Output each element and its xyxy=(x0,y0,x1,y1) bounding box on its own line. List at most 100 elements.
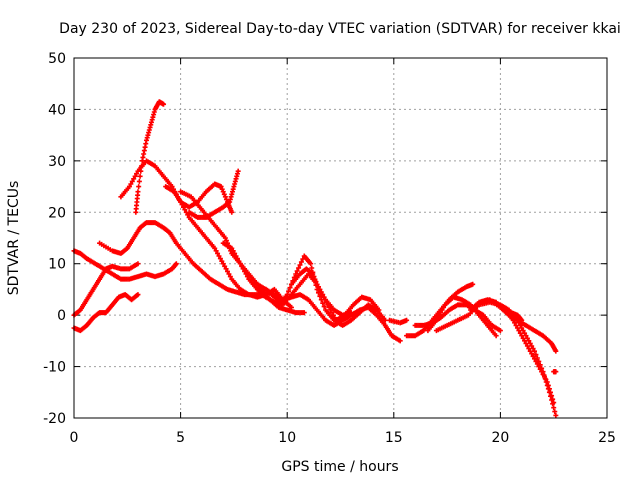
y-tick-label: 30 xyxy=(48,154,66,170)
data-point xyxy=(530,346,536,352)
data-point xyxy=(218,184,224,190)
data-point xyxy=(533,358,539,364)
data-point xyxy=(313,279,319,285)
series-track-5 xyxy=(118,158,294,310)
data-point xyxy=(220,189,226,195)
data-point xyxy=(217,256,223,262)
data-point xyxy=(433,317,439,323)
data-point xyxy=(129,178,135,184)
data-point xyxy=(548,389,554,395)
data-series xyxy=(71,99,559,418)
data-point xyxy=(229,209,235,215)
data-point xyxy=(514,325,520,331)
data-point xyxy=(314,281,320,287)
data-point xyxy=(536,364,542,370)
data-point xyxy=(522,330,528,336)
data-point xyxy=(221,191,227,197)
data-point xyxy=(435,315,441,321)
data-point xyxy=(546,386,552,392)
data-point xyxy=(222,235,228,241)
data-point xyxy=(522,338,528,344)
y-tick-label: -10 xyxy=(43,360,66,376)
data-point xyxy=(534,361,540,367)
series-track-21 xyxy=(497,304,525,323)
data-point xyxy=(222,263,228,269)
data-point xyxy=(544,379,550,385)
data-point xyxy=(519,325,525,331)
data-point xyxy=(549,393,555,399)
data-point xyxy=(301,310,307,316)
data-point xyxy=(320,300,326,306)
data-point xyxy=(516,328,522,334)
data-point xyxy=(553,412,559,418)
series-track-22 xyxy=(551,369,559,375)
data-point xyxy=(328,307,334,313)
data-point xyxy=(376,307,382,313)
data-point xyxy=(543,376,549,382)
data-point xyxy=(173,261,179,267)
x-tick-label: 20 xyxy=(491,430,509,446)
data-point xyxy=(215,250,221,256)
data-point xyxy=(311,274,317,280)
data-point xyxy=(534,355,540,361)
data-point xyxy=(234,256,240,262)
data-point xyxy=(551,405,557,411)
data-point xyxy=(329,310,335,316)
data-point xyxy=(539,369,545,375)
y-tick-label: -20 xyxy=(43,411,66,427)
data-point xyxy=(512,320,518,326)
data-point xyxy=(126,184,132,190)
data-point xyxy=(288,304,294,310)
chart-title: Day 230 of 2023, Sidereal Day-to-day VTE… xyxy=(59,21,621,37)
data-point xyxy=(226,271,232,277)
data-point xyxy=(545,382,551,388)
data-point xyxy=(325,302,331,308)
data-point xyxy=(136,184,142,190)
data-point xyxy=(524,335,530,341)
plot-frame xyxy=(73,57,608,419)
data-point xyxy=(135,189,141,195)
data-point xyxy=(293,271,299,277)
data-point xyxy=(232,250,238,256)
data-point xyxy=(128,181,134,187)
data-point xyxy=(297,262,303,268)
x-tick-label: 5 xyxy=(176,430,185,446)
data-point xyxy=(532,356,538,362)
data-point xyxy=(138,168,144,174)
data-point xyxy=(315,284,321,290)
data-point xyxy=(286,288,292,294)
series-track-13 xyxy=(288,266,382,323)
data-point xyxy=(287,285,293,291)
x-axis-label: GPS time / hours xyxy=(281,459,398,475)
data-point xyxy=(219,186,225,192)
data-point xyxy=(497,328,503,334)
x-tick-label: 0 xyxy=(70,430,79,446)
data-point xyxy=(320,294,326,300)
data-point xyxy=(309,265,315,271)
data-point xyxy=(541,374,547,380)
series-track-14 xyxy=(387,317,410,326)
data-point xyxy=(526,346,532,352)
x-tick-label: 25 xyxy=(598,430,616,446)
data-point xyxy=(135,261,141,267)
data-point xyxy=(540,371,546,377)
data-point xyxy=(318,289,324,295)
data-point xyxy=(527,348,533,354)
data-point xyxy=(225,268,231,274)
series-track-18 xyxy=(433,299,559,418)
data-point xyxy=(322,297,328,303)
data-point xyxy=(520,328,526,334)
data-point xyxy=(216,253,222,259)
series-track-12 xyxy=(263,286,403,344)
data-point xyxy=(436,312,442,318)
series-track-2 xyxy=(71,261,141,318)
data-point xyxy=(532,348,538,354)
data-point xyxy=(530,353,536,359)
data-point xyxy=(132,173,138,179)
data-point xyxy=(213,248,219,254)
y-tick-label: 40 xyxy=(48,102,66,118)
data-point xyxy=(526,338,532,344)
data-point xyxy=(517,330,523,336)
data-point xyxy=(382,317,388,323)
data-point xyxy=(134,171,140,177)
